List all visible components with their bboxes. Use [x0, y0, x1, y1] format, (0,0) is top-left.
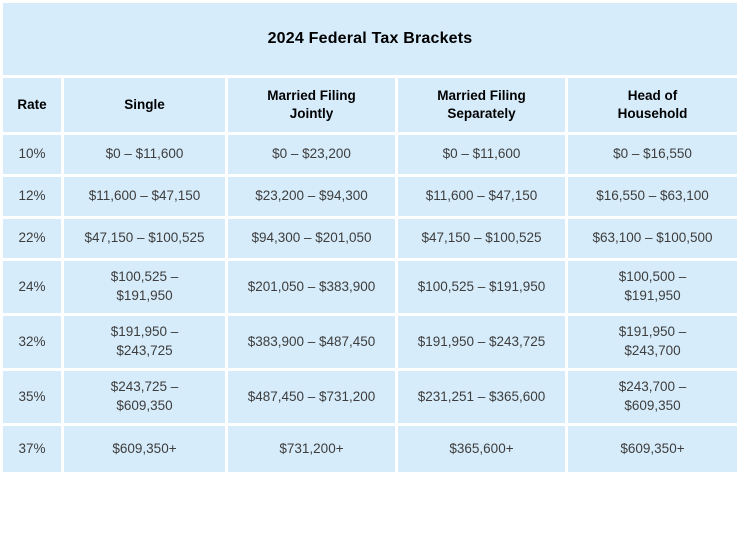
- single-bracket-cell: $609,350+: [64, 426, 225, 472]
- married-separately-bracket-cell: $47,150 – $100,525: [398, 219, 565, 258]
- head-of-household-bracket-cell: $609,350+: [568, 426, 737, 472]
- table-title: 2024 Federal Tax Brackets: [3, 3, 737, 75]
- rate-cell: 22%: [3, 219, 61, 258]
- single-bracket-cell: $100,525 – $191,950: [64, 261, 225, 313]
- header-row: Rate Single Married Filing Jointly Marri…: [3, 78, 737, 132]
- head-of-household-bracket-cell: $0 – $16,550: [568, 135, 737, 174]
- single-bracket-cell: $191,950 – $243,725: [64, 316, 225, 368]
- rate-cell: 10%: [3, 135, 61, 174]
- married-jointly-bracket-cell: $383,900 – $487,450: [228, 316, 395, 368]
- single-bracket-cell: $243,725 – $609,350: [64, 371, 225, 423]
- column-header-married-filing-jointly: Married Filing Jointly: [228, 78, 395, 132]
- married-separately-bracket-cell: $0 – $11,600: [398, 135, 565, 174]
- married-jointly-bracket-cell: $23,200 – $94,300: [228, 177, 395, 216]
- rate-cell: 12%: [3, 177, 61, 216]
- married-separately-bracket-cell: $191,950 – $243,725: [398, 316, 565, 368]
- column-header-married-filing-separately: Married Filing Separately: [398, 78, 565, 132]
- column-header-head-of-household: Head of Household: [568, 78, 737, 132]
- single-bracket-cell: $47,150 – $100,525: [64, 219, 225, 258]
- rate-cell: 35%: [3, 371, 61, 423]
- married-separately-bracket-cell: $231,251 – $365,600: [398, 371, 565, 423]
- married-separately-bracket-cell: $100,525 – $191,950: [398, 261, 565, 313]
- head-of-household-bracket-cell: $191,950 – $243,700: [568, 316, 737, 368]
- head-of-household-bracket-cell: $16,550 – $63,100: [568, 177, 737, 216]
- head-of-household-bracket-cell: $100,500 – $191,950: [568, 261, 737, 313]
- table-row-22pct: 22% $47,150 – $100,525 $94,300 – $201,05…: [3, 219, 737, 258]
- married-jointly-bracket-cell: $731,200+: [228, 426, 395, 472]
- rate-cell: 24%: [3, 261, 61, 313]
- table-row-24pct: 24% $100,525 – $191,950 $201,050 – $383,…: [3, 261, 737, 313]
- married-jointly-bracket-cell: $94,300 – $201,050: [228, 219, 395, 258]
- column-header-single: Single: [64, 78, 225, 132]
- married-jointly-bracket-cell: $487,450 – $731,200: [228, 371, 395, 423]
- table-row-37pct: 37% $609,350+ $731,200+ $365,600+ $609,3…: [3, 426, 737, 472]
- table-row-32pct: 32% $191,950 – $243,725 $383,900 – $487,…: [3, 316, 737, 368]
- column-header-rate: Rate: [3, 78, 61, 132]
- single-bracket-cell: $0 – $11,600: [64, 135, 225, 174]
- married-separately-bracket-cell: $11,600 – $47,150: [398, 177, 565, 216]
- rate-cell: 37%: [3, 426, 61, 472]
- married-separately-bracket-cell: $365,600+: [398, 426, 565, 472]
- married-jointly-bracket-cell: $0 – $23,200: [228, 135, 395, 174]
- title-row: 2024 Federal Tax Brackets: [3, 3, 737, 75]
- head-of-household-bracket-cell: $63,100 – $100,500: [568, 219, 737, 258]
- table-row-10pct: 10% $0 – $11,600 $0 – $23,200 $0 – $11,6…: [3, 135, 737, 174]
- single-bracket-cell: $11,600 – $47,150: [64, 177, 225, 216]
- head-of-household-bracket-cell: $243,700 – $609,350: [568, 371, 737, 423]
- table-row-12pct: 12% $11,600 – $47,150 $23,200 – $94,300 …: [3, 177, 737, 216]
- rate-cell: 32%: [3, 316, 61, 368]
- tax-brackets-table: 2024 Federal Tax Brackets Rate Single Ma…: [3, 3, 737, 472]
- married-jointly-bracket-cell: $201,050 – $383,900: [228, 261, 395, 313]
- table-row-35pct: 35% $243,725 – $609,350 $487,450 – $731,…: [3, 371, 737, 423]
